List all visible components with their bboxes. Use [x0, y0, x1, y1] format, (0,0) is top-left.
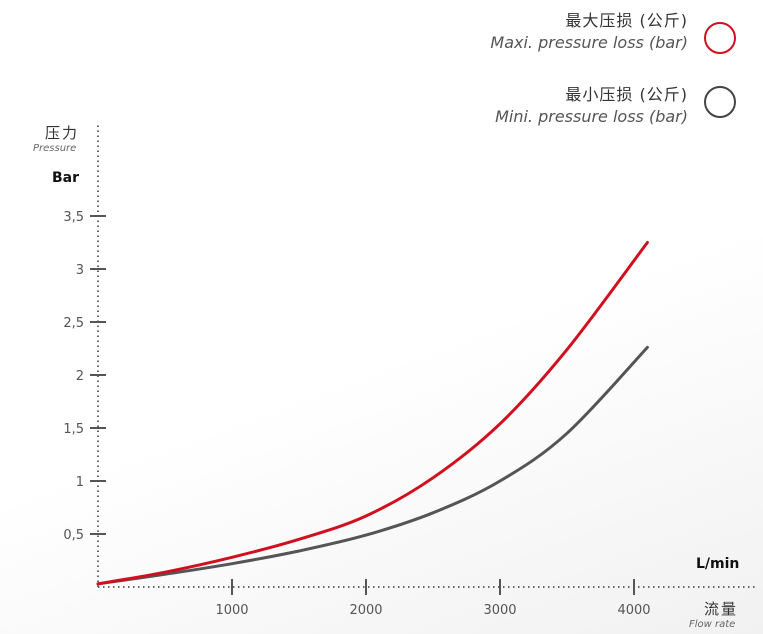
y-tick-label: 2 — [76, 369, 84, 384]
x-axis-title-en: Flow rate — [689, 619, 736, 630]
y-tick-label: 1,5 — [63, 422, 84, 437]
legend-label-cn: 最大压损 (公斤) — [565, 11, 688, 30]
legend-marker-max — [704, 22, 736, 54]
x-tick-label: 2000 — [349, 603, 382, 618]
y-tick-label: 3,5 — [63, 210, 84, 225]
legend-entry-max: 最大压损 (公斤) Maxi. pressure loss (bar) — [490, 10, 688, 54]
series-line-max — [96, 241, 649, 586]
x-tick-label: 1000 — [215, 603, 248, 618]
x-tick-label: 3000 — [483, 603, 516, 618]
y-axis-title-en: Pressure — [33, 143, 77, 154]
x-tick-label: 4000 — [617, 603, 650, 618]
y-axis-title: 压力 — [45, 124, 80, 142]
legend-label-en: Maxi. pressure loss (bar) — [490, 33, 688, 52]
legend-label-en: Mini. pressure loss (bar) — [495, 107, 688, 126]
legend-label-cn: 最小压损 (公斤) — [565, 85, 688, 104]
legend-marker-min — [704, 86, 736, 118]
series-line-min — [96, 345, 649, 586]
y-axis-unit: Bar — [52, 170, 80, 186]
x-axis-unit: L/min — [696, 556, 740, 572]
x-axis-title: 流量 — [704, 600, 739, 618]
y-tick-label: 1 — [76, 475, 84, 490]
legend-entry-min: 最小压损 (公斤) Mini. pressure loss (bar) — [495, 84, 688, 128]
y-tick-label: 3 — [76, 263, 84, 278]
y-tick-label: 2,5 — [63, 316, 84, 331]
y-tick-label: 0,5 — [63, 528, 84, 543]
